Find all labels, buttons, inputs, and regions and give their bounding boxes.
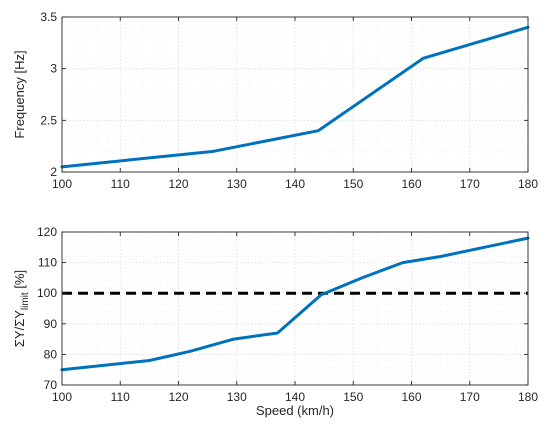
x-tick-label: 130 xyxy=(227,177,247,191)
y-tick-label: 70 xyxy=(44,378,58,392)
y-tick-label: 80 xyxy=(44,347,58,361)
x-tick-label: 170 xyxy=(460,390,480,404)
x-tick-label: 150 xyxy=(343,390,363,404)
y-tick-label: 110 xyxy=(38,256,57,270)
x-axis-label: Speed (km/h) xyxy=(256,403,334,418)
x-tick-label: 130 xyxy=(227,390,247,404)
y-tick-label: 90 xyxy=(44,317,58,331)
y-tick-label: 100 xyxy=(37,286,57,300)
y-tick-label: 120 xyxy=(37,225,57,239)
series-line-0 xyxy=(60,236,530,372)
load-ratio-plot: 100 110 120 130 140 150 160 170 180 70 80 90 100 110 1… xyxy=(12,225,538,418)
x-tick-label: 140 xyxy=(285,390,305,404)
x-tick-label: 110 xyxy=(111,177,130,191)
x-tick-label: 170 xyxy=(460,177,480,191)
x-tick-label: 140 xyxy=(285,177,305,191)
x-tick-label: 180 xyxy=(518,390,538,404)
y-axis-label: ΣY/ΣYlimit [%] xyxy=(12,270,31,347)
x-tick-label: 180 xyxy=(518,177,538,191)
x-tick-label: 100 xyxy=(52,177,72,191)
x-tick-label: 120 xyxy=(168,177,188,191)
x-tick-label: 120 xyxy=(168,390,188,404)
x-tick-label: 160 xyxy=(401,390,421,404)
y-axis-label: Frequency [Hz] xyxy=(12,50,27,138)
x-tick-label: 160 xyxy=(401,177,421,191)
x-tick-label: 150 xyxy=(343,177,363,191)
series-line-0 xyxy=(60,25,530,169)
x-tick-label: 100 xyxy=(52,390,72,404)
y-tick-label: 2 xyxy=(50,165,57,179)
y-axis-label-unit: [%] xyxy=(12,270,27,292)
y-axis-label-main: ΣY/ΣY xyxy=(12,310,27,347)
x-tick-label: 110 xyxy=(111,390,130,404)
y-axis-label-subscript: limit xyxy=(20,292,31,310)
frequency-plot: 100 110 120 130 140 150 160 170 180 2 2.5 3 3.5 Frequ… xyxy=(12,10,538,191)
y-tick-label: 3 xyxy=(50,62,57,76)
y-tick-label: 2.5 xyxy=(40,113,57,127)
y-tick-label: 3.5 xyxy=(40,10,57,24)
